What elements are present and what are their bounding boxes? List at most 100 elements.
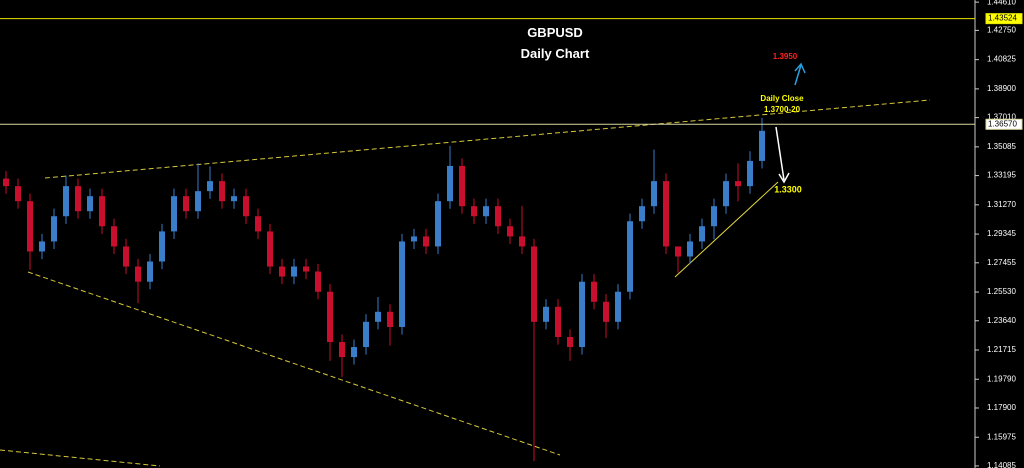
candle-body — [351, 347, 357, 358]
candle-body — [207, 181, 213, 192]
candle-body — [711, 206, 717, 227]
candle-body — [159, 231, 165, 262]
trend-lines — [0, 99, 931, 467]
y-tick-label: 1.37010 — [987, 113, 1016, 122]
candle-body — [387, 311, 393, 327]
annotation: 1.3300 — [774, 184, 802, 194]
y-tick-label: 1.17900 — [987, 403, 1016, 412]
candle-body — [663, 181, 669, 247]
candle-body — [231, 196, 237, 202]
arrows — [775, 62, 806, 184]
price-label: 1.36570 — [988, 119, 1017, 128]
support-line — [674, 181, 779, 278]
y-tick-label: 1.15975 — [987, 432, 1016, 441]
candle-body — [435, 201, 441, 247]
up-arrow — [794, 64, 802, 86]
candle-body — [459, 165, 465, 207]
candle-body — [123, 246, 129, 267]
candle-body — [471, 206, 477, 217]
candle-body — [147, 261, 153, 282]
candle-body — [531, 246, 537, 322]
price-label-box — [985, 118, 1023, 130]
candle-body — [99, 196, 105, 227]
candle-body — [51, 216, 57, 242]
upper-trend-line — [44, 99, 931, 179]
lower-trend-line — [27, 271, 561, 456]
price-label: 1.43524 — [988, 14, 1017, 23]
candle-body — [15, 186, 21, 202]
candle-body — [171, 196, 177, 232]
down-arrow-head — [778, 172, 790, 184]
candle-body — [243, 196, 249, 217]
candle-body — [399, 241, 405, 327]
annotation: Daily Close — [760, 94, 804, 103]
candle-body — [759, 130, 765, 161]
candle-body — [363, 321, 369, 348]
old-trend-line — [0, 449, 161, 467]
candle-body — [75, 186, 81, 212]
price-label-box — [985, 13, 1023, 25]
candle-body — [447, 165, 453, 202]
down-arrow — [775, 126, 785, 181]
candle-body — [411, 236, 417, 242]
candles — [3, 117, 765, 462]
candle-body — [579, 281, 585, 348]
candle-body — [3, 178, 9, 187]
candle-body — [279, 266, 285, 277]
candle-body — [591, 281, 597, 302]
chart-subtitle: Daily Chart — [521, 46, 590, 61]
candle-body — [111, 226, 117, 247]
candle-body — [519, 236, 525, 247]
candle-body — [543, 306, 549, 322]
candle-body — [747, 160, 753, 187]
candle-body — [135, 266, 141, 282]
up-arrow-head — [794, 62, 806, 74]
candle-body — [219, 181, 225, 202]
candle-body — [723, 181, 729, 207]
y-tick-label: 1.27455 — [987, 258, 1016, 267]
candle-body — [639, 206, 645, 222]
y-tick-label: 1.38900 — [987, 84, 1016, 93]
y-tick-label: 1.33195 — [987, 171, 1016, 180]
y-tick-label: 1.31270 — [987, 200, 1016, 209]
y-tick-label: 1.35085 — [987, 142, 1016, 151]
candle-body — [327, 291, 333, 343]
candle-body — [615, 291, 621, 322]
candle-body — [555, 306, 561, 338]
candle-body — [291, 266, 297, 277]
y-tick-label: 1.19790 — [987, 374, 1016, 383]
y-tick-label: 1.40825 — [987, 55, 1016, 64]
y-tick-label: 1.44610 — [987, 0, 1016, 6]
candle-body — [627, 221, 633, 292]
candle-body — [507, 226, 513, 237]
candle-body — [27, 201, 33, 252]
y-tick-label: 1.21715 — [987, 345, 1016, 354]
candle-body — [675, 246, 681, 257]
candle-body — [651, 181, 657, 207]
candle-body — [495, 206, 501, 227]
y-tick-label: 1.23640 — [987, 316, 1016, 325]
candle-body — [339, 342, 345, 358]
candle-body — [603, 301, 609, 322]
candle-body — [195, 191, 201, 212]
y-tick-label: 1.14085 — [987, 461, 1016, 468]
candle-body — [183, 196, 189, 212]
candle-body — [39, 241, 45, 252]
y-tick-label: 1.29345 — [987, 229, 1016, 238]
candle-body — [483, 206, 489, 217]
candle-body — [63, 186, 69, 217]
y-tick-label: 1.42750 — [987, 25, 1016, 34]
annotation: 1.3950 — [773, 52, 798, 61]
candle-body — [303, 266, 309, 272]
candle-body — [267, 231, 273, 267]
candle-body — [687, 241, 693, 257]
candle-body — [699, 226, 705, 242]
y-tick-label: 1.25530 — [987, 287, 1016, 296]
candle-body — [567, 337, 573, 348]
candle-body — [315, 271, 321, 292]
candle-body — [255, 216, 261, 232]
annotation: 1.3700-20 — [764, 105, 801, 114]
chart-title: GBPUSD — [527, 25, 583, 40]
